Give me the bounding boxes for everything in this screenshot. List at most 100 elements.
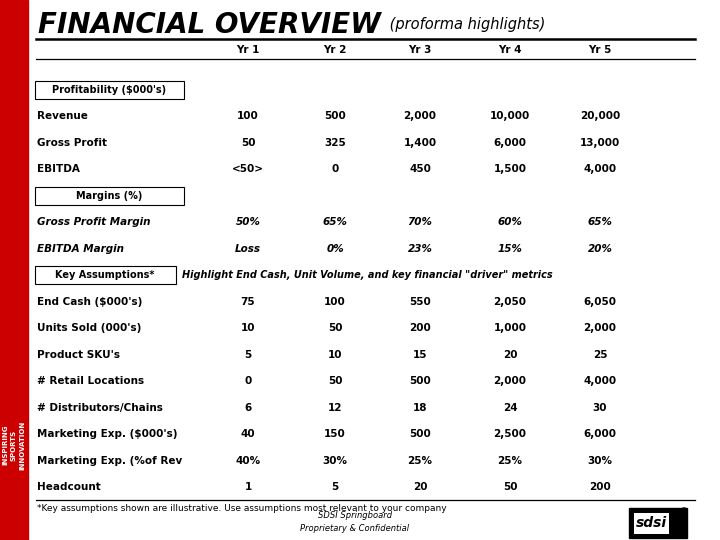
Text: 6,000: 6,000 bbox=[493, 138, 526, 147]
Circle shape bbox=[681, 508, 687, 514]
Text: Profitability ($000's): Profitability ($000's) bbox=[52, 85, 166, 94]
Text: 2,000: 2,000 bbox=[583, 323, 616, 333]
Text: 50: 50 bbox=[240, 138, 256, 147]
Text: 20%: 20% bbox=[588, 244, 613, 253]
Text: 450: 450 bbox=[409, 164, 431, 174]
Text: 0: 0 bbox=[331, 164, 338, 174]
Text: 1,500: 1,500 bbox=[493, 164, 526, 174]
Text: *Key assumptions shown are illustrative. Use assumptions most relevant to your c: *Key assumptions shown are illustrative.… bbox=[37, 504, 446, 514]
Text: INSPIRING
SPORTS
INNOVATION: INSPIRING SPORTS INNOVATION bbox=[2, 420, 25, 470]
Text: 5: 5 bbox=[331, 482, 338, 492]
Text: 1,000: 1,000 bbox=[493, 323, 526, 333]
Text: 10: 10 bbox=[240, 323, 256, 333]
Text: Yr 1: Yr 1 bbox=[236, 45, 260, 55]
Text: 5: 5 bbox=[244, 349, 251, 360]
Text: 50: 50 bbox=[328, 323, 342, 333]
Text: 4,000: 4,000 bbox=[583, 376, 616, 386]
Text: 200: 200 bbox=[589, 482, 611, 492]
Text: 30: 30 bbox=[593, 402, 607, 413]
Text: # Retail Locations: # Retail Locations bbox=[37, 376, 144, 386]
Text: Loss: Loss bbox=[235, 244, 261, 253]
Text: 500: 500 bbox=[409, 376, 431, 386]
Text: 12: 12 bbox=[328, 402, 342, 413]
Text: 4,000: 4,000 bbox=[583, 164, 616, 174]
Text: EBITDA: EBITDA bbox=[37, 164, 80, 174]
Text: Yr 2: Yr 2 bbox=[323, 45, 347, 55]
Text: Highlight End Cash, Unit Volume, and key financial "driver" metrics: Highlight End Cash, Unit Volume, and key… bbox=[182, 270, 553, 280]
Text: 25: 25 bbox=[593, 349, 607, 360]
Text: Gross Profit Margin: Gross Profit Margin bbox=[37, 217, 150, 227]
Text: 18: 18 bbox=[413, 402, 427, 413]
Text: End Cash ($000's): End Cash ($000's) bbox=[37, 296, 143, 307]
Text: 40: 40 bbox=[240, 429, 256, 439]
Text: Margins (%): Margins (%) bbox=[76, 191, 142, 200]
Text: Headcount: Headcount bbox=[37, 482, 101, 492]
Text: 30%: 30% bbox=[323, 456, 348, 465]
Text: 15: 15 bbox=[413, 349, 427, 360]
Text: 30%: 30% bbox=[588, 456, 613, 465]
FancyBboxPatch shape bbox=[35, 186, 184, 205]
Text: Gross Profit: Gross Profit bbox=[37, 138, 107, 147]
Text: 6,000: 6,000 bbox=[583, 429, 616, 439]
FancyBboxPatch shape bbox=[634, 512, 668, 534]
Text: Key Assumptions*: Key Assumptions* bbox=[55, 270, 155, 280]
Text: 150: 150 bbox=[324, 429, 346, 439]
Text: 50: 50 bbox=[503, 482, 517, 492]
Text: Yr 3: Yr 3 bbox=[408, 45, 432, 55]
Text: <50>: <50> bbox=[232, 164, 264, 174]
Text: 1: 1 bbox=[244, 482, 251, 492]
Text: 15%: 15% bbox=[498, 244, 523, 253]
Text: 2,050: 2,050 bbox=[493, 296, 526, 307]
Text: 10: 10 bbox=[328, 349, 342, 360]
Text: 550: 550 bbox=[409, 296, 431, 307]
Text: 2,000: 2,000 bbox=[403, 111, 436, 121]
Text: 500: 500 bbox=[409, 429, 431, 439]
Text: 20,000: 20,000 bbox=[580, 111, 620, 121]
Text: 325: 325 bbox=[324, 138, 346, 147]
Text: 10,000: 10,000 bbox=[490, 111, 530, 121]
Text: 50%: 50% bbox=[235, 217, 261, 227]
Text: 100: 100 bbox=[237, 111, 259, 121]
Text: Marketing Exp. (%of Rev: Marketing Exp. (%of Rev bbox=[37, 456, 182, 465]
FancyBboxPatch shape bbox=[35, 266, 176, 284]
Text: 20: 20 bbox=[413, 482, 427, 492]
Text: 13,000: 13,000 bbox=[580, 138, 620, 147]
Text: 20: 20 bbox=[503, 349, 517, 360]
Text: 25%: 25% bbox=[498, 456, 523, 465]
FancyBboxPatch shape bbox=[35, 80, 184, 98]
Text: 100: 100 bbox=[324, 296, 346, 307]
Text: EBITDA Margin: EBITDA Margin bbox=[37, 244, 124, 253]
Text: 500: 500 bbox=[324, 111, 346, 121]
Text: 75: 75 bbox=[240, 296, 256, 307]
Text: 6,050: 6,050 bbox=[583, 296, 616, 307]
Text: 40%: 40% bbox=[235, 456, 261, 465]
Bar bbox=[0, 0, 28, 540]
Text: 1,400: 1,400 bbox=[403, 138, 436, 147]
Text: FINANCIAL OVERVIEW: FINANCIAL OVERVIEW bbox=[38, 11, 381, 39]
Text: 24: 24 bbox=[503, 402, 517, 413]
Text: SDSI Springboard
Proprietary & Confidential: SDSI Springboard Proprietary & Confident… bbox=[300, 511, 410, 533]
Text: Product SKU's: Product SKU's bbox=[37, 349, 120, 360]
Text: 6: 6 bbox=[244, 402, 251, 413]
Text: 65%: 65% bbox=[588, 217, 613, 227]
Text: Revenue: Revenue bbox=[37, 111, 88, 121]
FancyBboxPatch shape bbox=[629, 508, 687, 538]
Text: 0: 0 bbox=[244, 376, 251, 386]
Text: # Distributors/Chains: # Distributors/Chains bbox=[37, 402, 163, 413]
Text: 200: 200 bbox=[409, 323, 431, 333]
Text: 70%: 70% bbox=[408, 217, 433, 227]
Text: Units Sold (000's): Units Sold (000's) bbox=[37, 323, 141, 333]
Text: Yr 4: Yr 4 bbox=[498, 45, 522, 55]
Text: 65%: 65% bbox=[323, 217, 348, 227]
Text: 25%: 25% bbox=[408, 456, 433, 465]
Text: Marketing Exp. ($000's): Marketing Exp. ($000's) bbox=[37, 429, 178, 439]
Text: 60%: 60% bbox=[498, 217, 523, 227]
Text: Yr 5: Yr 5 bbox=[588, 45, 612, 55]
Text: sdsi: sdsi bbox=[636, 516, 667, 530]
Text: 50: 50 bbox=[328, 376, 342, 386]
Text: (proforma highlights): (proforma highlights) bbox=[385, 17, 545, 32]
Text: 0%: 0% bbox=[326, 244, 344, 253]
Text: 2,000: 2,000 bbox=[493, 376, 526, 386]
Text: 23%: 23% bbox=[408, 244, 433, 253]
Text: 2,500: 2,500 bbox=[493, 429, 526, 439]
